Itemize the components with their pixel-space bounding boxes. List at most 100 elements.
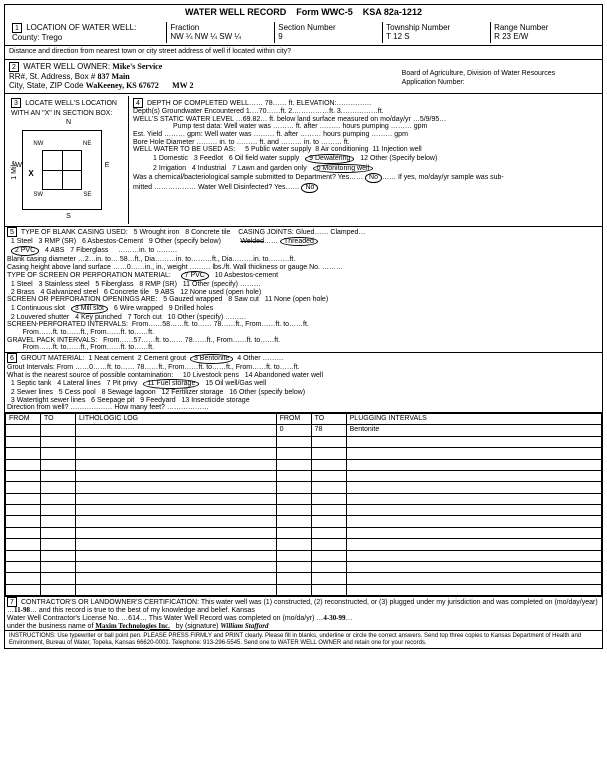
u12[interactable]: 12 Other (Specify below): [360, 155, 437, 162]
range-value[interactable]: R 23 E/W: [494, 32, 528, 41]
spi-to[interactable]: 78: [214, 321, 222, 328]
n3[interactable]: 3 Watertight sewer lines: [11, 397, 85, 404]
u3[interactable]: 3 Feedlot: [194, 155, 223, 162]
disinf-no[interactable]: No: [301, 183, 318, 193]
n1[interactable]: 1 Septic tank: [11, 380, 51, 387]
s9[interactable]: 9 ABS: [155, 289, 174, 296]
n6[interactable]: 6 Seepage pit: [91, 397, 134, 404]
n11[interactable]: 11 Fuel storage: [143, 379, 199, 389]
c4[interactable]: 4 ABS: [45, 247, 64, 254]
u2[interactable]: 2 Irrigation: [153, 165, 186, 172]
s6[interactable]: 6 Concrete tile: [104, 289, 149, 296]
table-row[interactable]: [6, 459, 602, 470]
n9[interactable]: 9 Feedyard: [140, 397, 175, 404]
table-row[interactable]: [6, 505, 602, 516]
gw1[interactable]: 70: [259, 108, 267, 115]
o3[interactable]: 3 Mill slot: [71, 304, 108, 314]
mw-value[interactable]: MW 2: [172, 81, 193, 90]
o2[interactable]: 2 Louvered shutter: [11, 314, 69, 321]
g4[interactable]: 4 Other: [237, 355, 260, 362]
spi-from[interactable]: 58: [162, 321, 170, 328]
o5[interactable]: 5 Gauzed wrapped: [163, 296, 222, 303]
o9[interactable]: 9 Drilled holes: [169, 305, 213, 312]
s5[interactable]: 5 Fiberglass: [95, 281, 133, 288]
o6[interactable]: 6 Wire wrapped: [114, 305, 163, 312]
o11[interactable]: 11 None (open hole): [265, 296, 328, 303]
u7[interactable]: 7 Lawn and garden only: [232, 165, 307, 172]
chem-no[interactable]: No: [365, 173, 382, 183]
table-row[interactable]: [6, 527, 602, 538]
u4[interactable]: 4 Industrial: [192, 165, 226, 172]
s4[interactable]: 4 Galvanized steel: [40, 289, 98, 296]
n8[interactable]: 8 Sewage lagoon: [102, 389, 156, 396]
table-row[interactable]: 0 78 Bentonite: [6, 425, 602, 436]
c1[interactable]: 1 Steel: [11, 238, 33, 245]
county-value[interactable]: Trego: [42, 33, 63, 42]
s1[interactable]: 1 Steel: [11, 281, 33, 288]
u11[interactable]: 11 Injection well: [372, 146, 421, 153]
o7[interactable]: 7 Torch cut: [128, 314, 162, 321]
s8[interactable]: 8 RMP (SR): [139, 281, 177, 288]
section-value[interactable]: 9: [278, 32, 282, 41]
dia-to[interactable]: 58: [120, 256, 128, 263]
c8[interactable]: 8 Concrete tile: [185, 229, 230, 236]
rec-date[interactable]: 4-30-99: [323, 614, 345, 622]
table-row[interactable]: [6, 584, 602, 595]
c7[interactable]: 7 Fiberglass: [70, 247, 108, 254]
u9[interactable]: 9 Dewatering: [305, 154, 354, 164]
bus-name[interactable]: Maxim Technologies Inc.: [95, 622, 169, 630]
signature[interactable]: William Stafford: [220, 622, 268, 630]
o1[interactable]: 1 Continuous slot: [11, 305, 65, 312]
dia-value[interactable]: 2: [85, 256, 89, 263]
fraction-value[interactable]: NW ¼ NW ¼ SW ¼: [170, 32, 241, 41]
gpi-to[interactable]: 78: [185, 337, 193, 344]
s11[interactable]: 11 Other (specify): [183, 281, 238, 288]
c6[interactable]: 6 Asbestos-Cement: [82, 238, 143, 245]
n10[interactable]: 10 Livestock pens: [183, 372, 239, 379]
c5[interactable]: 5 Wrought iron: [134, 229, 180, 236]
depth-value[interactable]: 78: [265, 100, 273, 107]
c9[interactable]: 9 Other (specify below): [149, 238, 221, 245]
height-value[interactable]: 0: [127, 264, 131, 271]
gi-to[interactable]: 78: [137, 364, 145, 371]
c2[interactable]: 2 PVC: [11, 246, 39, 256]
city-value[interactable]: WaKeeney, KS 67672: [86, 81, 159, 90]
table-row[interactable]: [6, 493, 602, 504]
u1[interactable]: 1 Domestic: [153, 155, 188, 162]
g3[interactable]: 3 Bentonite: [190, 354, 233, 364]
table-row[interactable]: [6, 550, 602, 561]
cert-date[interactable]: 11-98: [14, 606, 30, 614]
table-row[interactable]: [6, 482, 602, 493]
n2[interactable]: 2 Sewer lines: [11, 389, 53, 396]
s2[interactable]: 2 Brass: [11, 289, 35, 296]
static-date[interactable]: 5/9/95: [420, 116, 439, 123]
n7[interactable]: 7 Pit privy: [107, 380, 138, 387]
gpi-from[interactable]: 57: [133, 337, 141, 344]
s3[interactable]: 3 Stainless steel: [39, 281, 90, 288]
g1[interactable]: 1 Neat cement: [88, 355, 134, 362]
table-row[interactable]: [6, 436, 602, 447]
owner-value[interactable]: Mike's Service: [112, 62, 162, 71]
c3[interactable]: 3 RMP (SR): [39, 238, 77, 245]
u10[interactable]: 0 Monitoring well: [313, 164, 374, 174]
s12[interactable]: 12 None used (open hole): [180, 289, 261, 296]
n5[interactable]: 5 Cess pool: [59, 389, 96, 396]
s10[interactable]: 10 Asbestos-cement: [215, 272, 278, 279]
o8[interactable]: 8 Saw cut: [228, 296, 259, 303]
n15[interactable]: 15 Oil well/Gas well: [205, 380, 266, 387]
rr-value[interactable]: 837 Main: [98, 72, 130, 81]
n16[interactable]: 16 Other (specify below): [229, 389, 305, 396]
g2[interactable]: 2 Cement grout: [138, 355, 186, 362]
table-row[interactable]: [6, 516, 602, 527]
threaded[interactable]: Threaded: [280, 237, 318, 247]
o10[interactable]: 10 Other (specify): [168, 314, 224, 321]
u6[interactable]: 6 Oil field water supply: [229, 155, 299, 162]
o4[interactable]: 4 Key punched: [75, 314, 122, 321]
table-row[interactable]: [6, 573, 602, 584]
n13[interactable]: 13 Insecticide storage: [181, 397, 249, 404]
u8[interactable]: 8 Air conditioning: [315, 146, 368, 153]
township-value[interactable]: T 12 S: [386, 32, 409, 41]
table-row[interactable]: [6, 470, 602, 481]
n12[interactable]: 12 Fertilizer storage: [162, 389, 224, 396]
section-box-diagram[interactable]: NW NE SW SE W E X: [22, 130, 102, 210]
